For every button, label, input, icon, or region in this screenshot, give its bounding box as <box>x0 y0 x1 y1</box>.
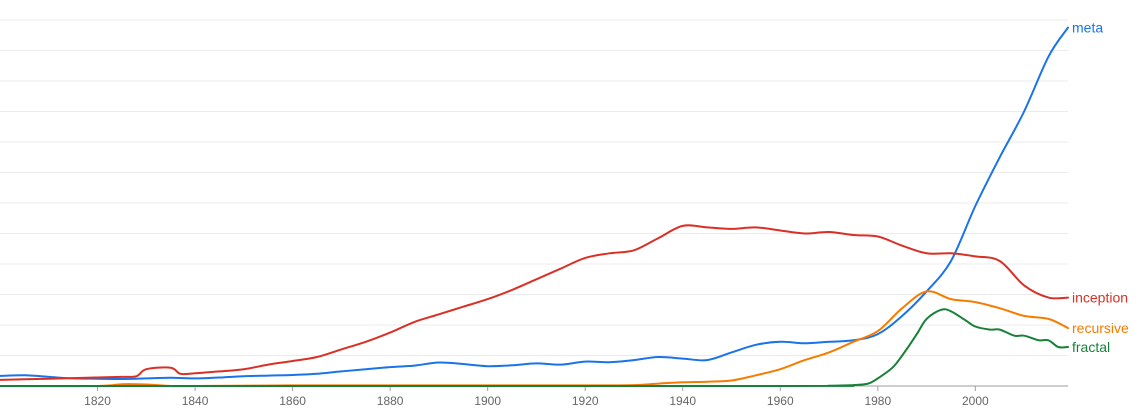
x-tick-label: 1960 <box>767 394 794 408</box>
x-tick-label: 1920 <box>572 394 599 408</box>
series-label-recursive[interactable]: recursive <box>1072 320 1129 336</box>
series-label-inception[interactable]: inception <box>1072 290 1128 306</box>
x-tick-label: 1980 <box>864 394 891 408</box>
series-label-fractal[interactable]: fractal <box>1072 339 1110 355</box>
x-tick-label: 1820 <box>84 394 111 408</box>
x-tick-label: 1840 <box>182 394 209 408</box>
x-tick-label: 2000 <box>962 394 989 408</box>
series-label-meta[interactable]: meta <box>1072 20 1103 36</box>
series-line-inception[interactable] <box>0 224 1069 381</box>
series-line-meta[interactable] <box>0 26 1069 380</box>
gridlines <box>0 19 1068 356</box>
x-axis: 1820 1840 1860 1880 1900 1920 1940 1960 1980 2000 <box>0 385 1068 408</box>
x-tick-label: 1900 <box>474 394 501 408</box>
x-tick-label: 1940 <box>669 394 696 408</box>
series-labels: meta inception recursive fractal <box>1072 20 1129 355</box>
x-tick-label: 1880 <box>377 394 404 408</box>
series-lines <box>0 26 1069 388</box>
series-line-fractal[interactable] <box>0 308 1069 388</box>
x-tick-label: 1860 <box>279 394 306 408</box>
series-line-recursive[interactable] <box>0 290 1069 388</box>
